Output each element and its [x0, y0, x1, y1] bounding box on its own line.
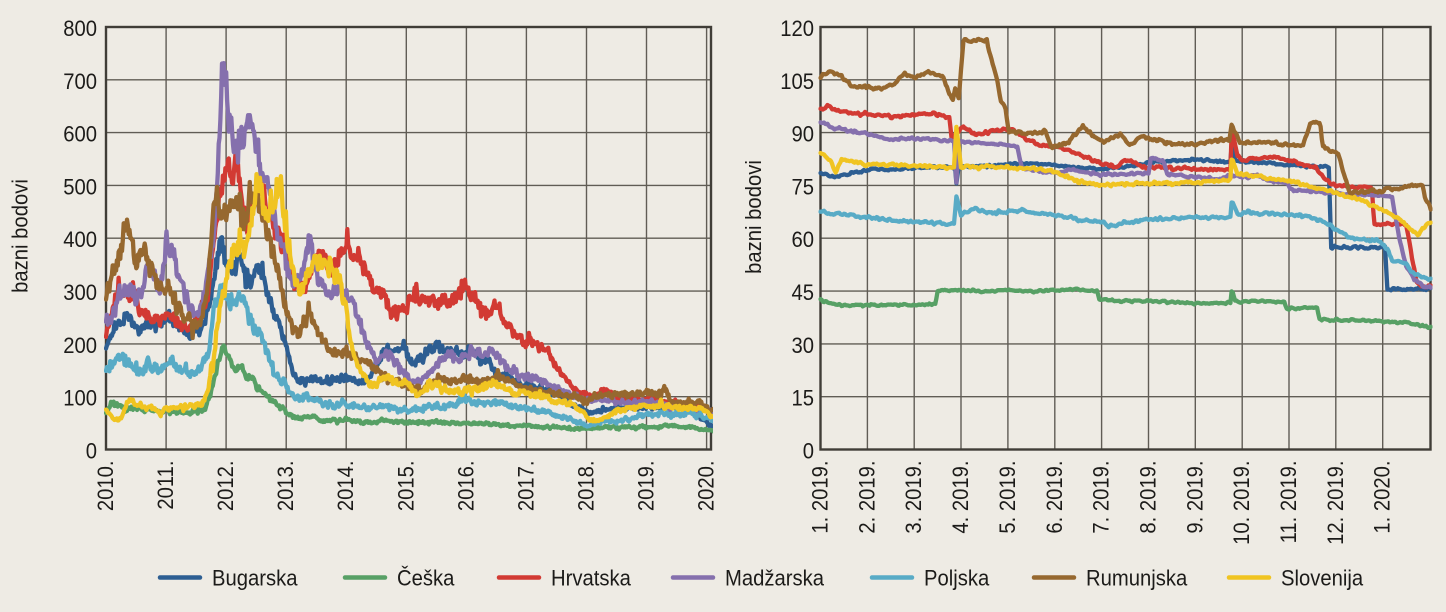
svg-text:90: 90	[791, 122, 814, 147]
svg-text:3. 2019.: 3. 2019.	[901, 461, 926, 534]
svg-text:2015.: 2015.	[393, 461, 418, 512]
svg-text:2019.: 2019.	[634, 461, 659, 512]
svg-text:Bugarska: Bugarska	[212, 566, 298, 591]
svg-text:1. 2020.: 1. 2020.	[1370, 461, 1395, 534]
svg-text:bazni bodovi: bazni bodovi	[741, 160, 766, 274]
svg-text:1. 2019.: 1. 2019.	[808, 461, 833, 534]
svg-text:2010.: 2010.	[93, 461, 118, 512]
svg-text:0: 0	[803, 439, 814, 464]
svg-text:0: 0	[86, 439, 97, 464]
svg-text:2017.: 2017.	[513, 461, 538, 512]
svg-text:2014.: 2014.	[333, 461, 358, 512]
svg-text:6. 2019.: 6. 2019.	[1042, 461, 1067, 534]
svg-text:12. 2019.: 12. 2019.	[1323, 461, 1348, 545]
svg-text:Rumunjska: Rumunjska	[1086, 566, 1187, 591]
svg-text:10. 2019.: 10. 2019.	[1229, 461, 1254, 545]
svg-text:2013.: 2013.	[273, 461, 298, 512]
svg-text:700: 700	[63, 69, 97, 94]
svg-text:120: 120	[780, 16, 814, 41]
svg-text:bazni bodovi: bazni bodovi	[8, 179, 33, 293]
svg-text:400: 400	[63, 227, 97, 252]
svg-text:105: 105	[780, 69, 814, 94]
svg-text:2011.: 2011.	[153, 461, 178, 510]
svg-text:100: 100	[63, 386, 97, 411]
svg-text:75: 75	[791, 174, 814, 199]
svg-text:Hrvatska: Hrvatska	[551, 566, 631, 591]
svg-text:7. 2019.: 7. 2019.	[1089, 461, 1114, 534]
svg-text:500: 500	[63, 174, 97, 199]
svg-text:600: 600	[63, 122, 97, 147]
svg-text:8. 2019.: 8. 2019.	[1136, 461, 1161, 534]
svg-text:200: 200	[63, 333, 97, 358]
svg-text:15: 15	[791, 386, 814, 411]
svg-text:60: 60	[791, 227, 814, 252]
svg-text:30: 30	[791, 333, 814, 358]
svg-text:9. 2019.: 9. 2019.	[1182, 461, 1207, 534]
svg-text:4. 2019.: 4. 2019.	[948, 461, 973, 534]
svg-text:2016.: 2016.	[453, 461, 478, 512]
svg-text:Poljska: Poljska	[924, 566, 989, 591]
svg-text:300: 300	[63, 280, 97, 305]
svg-text:Slovenija: Slovenija	[1281, 566, 1363, 591]
svg-text:Madžarska: Madžarska	[725, 566, 824, 591]
svg-text:45: 45	[791, 280, 814, 305]
svg-text:2020.: 2020.	[694, 461, 719, 512]
svg-text:2018.: 2018.	[574, 461, 599, 512]
svg-text:Češka: Češka	[397, 564, 454, 590]
svg-text:11. 2019.: 11. 2019.	[1276, 461, 1301, 544]
svg-text:2. 2019.: 2. 2019.	[854, 461, 879, 534]
svg-text:5. 2019.: 5. 2019.	[995, 461, 1020, 534]
svg-text:800: 800	[63, 16, 97, 41]
svg-text:2012.: 2012.	[213, 461, 238, 512]
